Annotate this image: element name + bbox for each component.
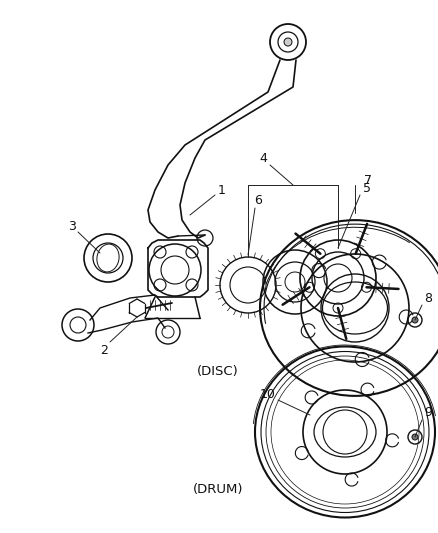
- Text: (DISC): (DISC): [197, 366, 239, 378]
- Circle shape: [412, 317, 418, 323]
- Circle shape: [284, 38, 292, 46]
- Text: 1: 1: [218, 183, 226, 197]
- Text: 3: 3: [68, 220, 76, 232]
- Text: 9: 9: [424, 407, 432, 419]
- Text: 8: 8: [424, 292, 432, 304]
- Text: (DRUM): (DRUM): [193, 483, 243, 497]
- Text: 7: 7: [364, 174, 372, 187]
- Text: 2: 2: [100, 343, 108, 357]
- Text: 5: 5: [363, 182, 371, 195]
- Circle shape: [412, 434, 418, 440]
- Text: 4: 4: [259, 151, 267, 165]
- Text: 6: 6: [254, 193, 262, 206]
- Text: 10: 10: [260, 389, 276, 401]
